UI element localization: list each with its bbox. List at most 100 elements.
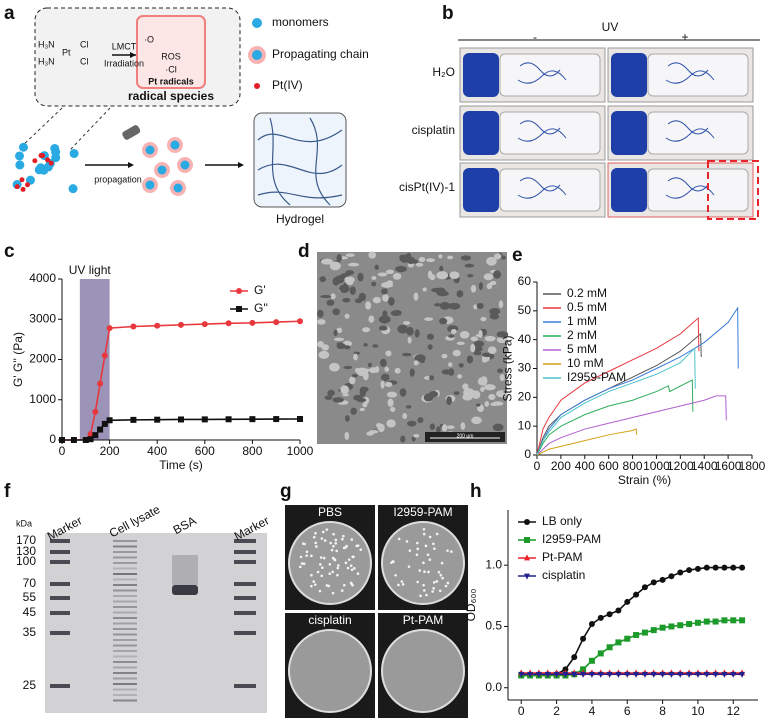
sem-pore — [386, 391, 398, 398]
sem-pore — [439, 265, 444, 273]
colony — [315, 545, 318, 548]
sem-pore — [320, 295, 332, 299]
sem-pore — [359, 386, 369, 393]
pt-dot — [14, 184, 20, 190]
sem-pore — [380, 380, 385, 389]
series-marker — [130, 416, 137, 423]
series-marker — [154, 322, 161, 329]
series-marker — [624, 671, 631, 678]
colony — [314, 541, 318, 545]
series-marker — [201, 416, 208, 423]
sem-pore — [384, 366, 390, 372]
y-tick-label: 4000 — [29, 271, 56, 285]
series-marker — [154, 416, 161, 423]
sem-pore — [394, 367, 401, 374]
column-label: + — [681, 30, 688, 44]
highlight — [707, 160, 759, 220]
ladder-label: 55 — [23, 590, 37, 604]
series-marker — [615, 639, 622, 646]
sem-pore — [345, 270, 355, 276]
ladder-label: 100 — [16, 554, 36, 568]
lysate-band — [113, 683, 137, 685]
series-marker — [297, 415, 303, 422]
sem-pore — [478, 282, 483, 291]
scheme-text: Hydrogel — [276, 212, 324, 226]
sem-pore — [417, 417, 424, 423]
sem-pore — [406, 326, 414, 336]
colony — [302, 562, 306, 566]
series-marker — [677, 671, 684, 678]
colony — [334, 538, 338, 542]
sem-pore — [332, 397, 344, 403]
legend-marker — [236, 288, 242, 294]
series-marker — [527, 671, 534, 678]
panel-letter: e — [512, 245, 523, 266]
lysate-band — [113, 573, 137, 575]
series-line — [536, 395, 727, 456]
series-marker — [201, 321, 208, 328]
series-marker — [553, 671, 560, 678]
sem-pore — [381, 288, 388, 295]
sem-pore — [402, 321, 411, 325]
sem-pore — [426, 333, 434, 340]
sem-pore — [428, 390, 439, 398]
sem-pore — [456, 290, 464, 298]
sem-pore — [473, 304, 478, 310]
bsa-smear — [172, 555, 198, 585]
colony — [325, 528, 329, 531]
x-tick-label: 800 — [623, 459, 643, 473]
sem-pore — [414, 329, 420, 338]
colony — [444, 584, 448, 588]
sem-pore — [353, 394, 363, 401]
sem-pore — [399, 388, 407, 397]
lysate-band — [113, 606, 137, 608]
lysate-band — [113, 540, 137, 542]
lysate-band — [113, 578, 137, 581]
series-marker — [721, 671, 728, 678]
sem-pore — [400, 435, 406, 443]
series-marker — [178, 321, 184, 328]
colony — [328, 572, 332, 576]
arrow-head — [130, 52, 136, 58]
colony — [298, 565, 302, 569]
monomer — [34, 165, 44, 175]
pt-dot — [19, 177, 25, 183]
sem-pore — [319, 276, 326, 283]
pt-dot — [40, 153, 46, 159]
uv-title: UV — [602, 20, 619, 34]
x-tick-label: 800 — [242, 444, 262, 458]
series-marker — [571, 654, 578, 661]
colony — [407, 565, 411, 568]
colony — [300, 562, 304, 565]
row-label: cisplatin — [412, 123, 455, 137]
sem-pore — [392, 309, 402, 316]
sem-pore — [473, 351, 482, 356]
series-marker — [703, 618, 710, 625]
series-marker — [580, 671, 587, 678]
y-tick-label: 2000 — [29, 352, 56, 366]
sem-image — [316, 251, 509, 444]
colony — [320, 574, 324, 578]
colony — [416, 580, 419, 584]
sem-pore — [362, 371, 369, 381]
colony — [321, 566, 324, 569]
scheme-text: radical species — [128, 89, 214, 103]
arrow-head — [238, 162, 244, 168]
series-marker — [178, 416, 184, 423]
ladder-label: 130 — [16, 544, 36, 558]
lysate-band — [113, 639, 137, 641]
x-tick-label: 1600 — [715, 459, 742, 473]
chain — [180, 160, 190, 170]
sem-pore — [460, 255, 472, 261]
colony — [400, 580, 404, 583]
sem-pore — [402, 413, 408, 420]
series-marker — [518, 671, 525, 678]
sem-pore — [409, 368, 415, 377]
y-tick-label: 40 — [518, 332, 532, 346]
sem-pore — [480, 316, 487, 322]
sem-pore — [431, 287, 443, 293]
series-marker — [694, 565, 701, 572]
panel-letter: c — [4, 241, 15, 262]
sem-pore — [344, 415, 350, 422]
sem-pore — [429, 375, 435, 381]
